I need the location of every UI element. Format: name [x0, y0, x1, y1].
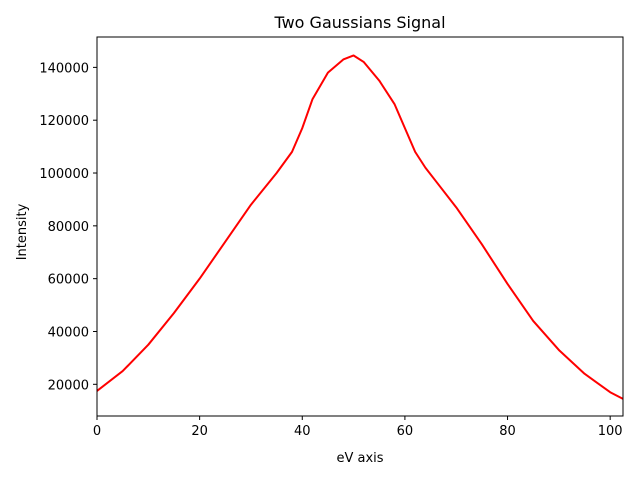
series-layer	[96, 54, 624, 400]
x-tick-label: 40	[294, 424, 311, 439]
plot-frame	[96, 36, 624, 417]
y-tick-label: 120000	[39, 114, 89, 129]
y-tick-label: 40000	[48, 325, 89, 340]
x-tick-label: 100	[598, 424, 623, 439]
x-tick-label: 20	[191, 424, 208, 439]
y-axis-label: Intensity	[15, 203, 30, 260]
axis-ticks: 0 20 40 60 80 100 20000 40000 60000 80000 100000 12…	[39, 61, 622, 439]
y-tick-label: 100000	[39, 167, 89, 182]
y-tick-label: 60000	[48, 273, 89, 288]
chart-title: Two Gaussians Signal	[273, 13, 445, 32]
x-axis-label: eV axis	[336, 451, 383, 466]
y-tick-label: 140000	[39, 61, 89, 76]
y-tick-label: 20000	[48, 378, 89, 393]
x-tick-label: 60	[397, 424, 414, 439]
series-line	[96, 54, 624, 400]
x-tick-label: 0	[93, 424, 101, 439]
y-tick-label: 80000	[48, 220, 89, 235]
x-tick-label: 80	[499, 424, 516, 439]
